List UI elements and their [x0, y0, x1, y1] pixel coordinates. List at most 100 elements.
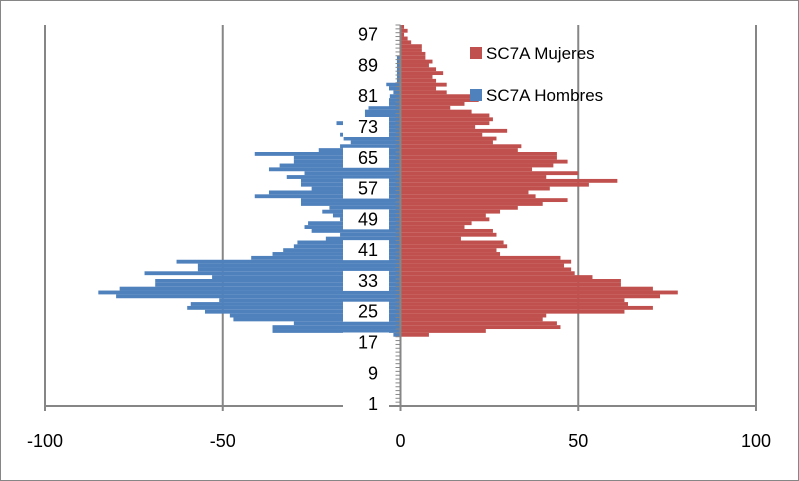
bar-hombres-age-29: [116, 294, 401, 299]
bar-mujeres-age-48: [400, 221, 472, 226]
bar-hombres-age-34: [212, 275, 401, 279]
bar-hombres-age-87: [396, 71, 401, 76]
y-tick-label-1: 1: [368, 394, 378, 414]
y-tick-label-41: 41: [358, 240, 378, 260]
y-tick-label-bg: [343, 178, 389, 199]
bar-mujeres-age-91: [400, 55, 426, 60]
bar-mujeres-age-98: [400, 28, 408, 33]
bar-mujeres-age-80: [400, 98, 479, 102]
y-tick-label-33: 33: [358, 271, 378, 291]
bar-mujeres-age-86: [400, 75, 433, 79]
x-tick-label-3: 50: [568, 431, 588, 451]
y-tick-label-97: 97: [358, 25, 378, 45]
y-tick-label-17: 17: [358, 333, 378, 353]
bar-mujeres-age-46: [400, 228, 493, 233]
bar-mujeres-age-24: [400, 313, 547, 318]
bar-hombres-age-77: [364, 109, 401, 114]
bar-mujeres-age-25: [400, 309, 625, 314]
bar-mujeres-age-67: [400, 148, 518, 152]
bar-hombres-age-69: [350, 140, 401, 145]
bar-mujeres-age-27: [400, 302, 629, 306]
y-tick-label-89: 89: [358, 55, 378, 75]
bar-hombres-age-38: [176, 259, 401, 264]
bar-mujeres-age-69: [400, 140, 493, 145]
bar-mujeres-age-92: [400, 51, 426, 56]
y-tick-label-bg: [343, 363, 389, 384]
bar-hombres-age-39: [251, 255, 401, 260]
y-tick-label-73: 73: [358, 117, 378, 137]
bar-hombres-age-55: [254, 194, 401, 199]
legend-label-mujeres: SC7A Mujeres: [486, 44, 595, 63]
bar-mujeres-age-77: [400, 109, 472, 114]
y-tick-label-65: 65: [358, 148, 378, 168]
bar-mujeres-age-33: [400, 279, 621, 283]
bar-mujeres-age-42: [400, 244, 508, 249]
bar-mujeres-age-79: [400, 101, 465, 106]
bar-mujeres-age-37: [400, 263, 565, 268]
bar-mujeres-age-64: [400, 159, 568, 164]
bar-mujeres-age-50: [400, 213, 486, 218]
bar-mujeres-age-88: [400, 67, 437, 72]
bar-mujeres-age-63: [400, 163, 554, 168]
bar-mujeres-age-55: [400, 194, 536, 199]
bar-mujeres-age-74: [400, 121, 490, 126]
y-tick-label-bg: [343, 332, 389, 353]
bar-mujeres-age-59: [400, 178, 618, 183]
bar-hombres-age-85: [396, 78, 401, 83]
bar-hombres-age-81: [389, 94, 401, 99]
bar-hombres-age-84: [386, 82, 401, 87]
bar-mujeres-age-53: [400, 202, 543, 206]
bar-hombres-age-31: [119, 286, 401, 291]
bar-hombres-age-26: [187, 305, 401, 310]
bar-mujeres-age-60: [400, 175, 547, 179]
bar-hombres-age-40: [272, 252, 401, 256]
bar-mujeres-age-56: [400, 190, 529, 195]
legend-swatch-mujeres: [470, 47, 482, 59]
bar-mujeres-age-72: [400, 128, 508, 133]
bar-hombres-age-62: [268, 167, 401, 172]
bar-hombres-age-68: [340, 144, 401, 149]
y-tick-label-bg: [343, 209, 389, 230]
y-tick-label-bg: [343, 86, 389, 107]
bar-mujeres-age-29: [400, 294, 661, 299]
bar-mujeres-age-34: [400, 275, 593, 279]
bar-hombres-age-60: [286, 175, 401, 179]
gridlines: [44, 25, 757, 406]
bar-hombres-age-76: [364, 113, 401, 118]
bar-mujeres-age-49: [400, 217, 490, 222]
bar-mujeres-age-47: [400, 225, 465, 229]
x-tick-label-1: -50: [210, 431, 236, 451]
bar-hombres-age-78: [368, 105, 401, 110]
bar-hombres-age-70: [343, 136, 401, 141]
bar-hombres-age-25: [204, 309, 401, 314]
bar-mujeres-age-31: [400, 286, 653, 291]
bar-mujeres-age-35: [400, 271, 575, 276]
bar-mujeres-age-81: [400, 94, 479, 99]
legend: SC7A Mujeres SC7A Hombres: [470, 44, 603, 105]
bar-mujeres-age-85: [400, 78, 437, 83]
bar-mujeres-age-57: [400, 186, 550, 191]
bar-mujeres-age-97: [400, 32, 405, 37]
bar-mujeres-age-45: [400, 232, 497, 237]
bar-hombres-age-19: [393, 332, 401, 337]
y-tick-label-bg: [343, 301, 389, 322]
bar-mujeres-age-43: [400, 240, 504, 245]
bar-hombres-age-63: [279, 163, 401, 168]
y-tick-label-bg: [343, 24, 389, 45]
bar-hombres-age-37: [197, 263, 401, 268]
legend-label-hombres: SC7A Hombres: [486, 86, 603, 105]
bar-mujeres-age-36: [400, 267, 572, 272]
y-tick-label-bg: [343, 147, 389, 168]
y-tick-label-81: 81: [358, 86, 378, 106]
bar-hombres-age-90: [396, 59, 401, 64]
bar-hombres-age-32: [155, 282, 401, 287]
bar-mujeres-age-83: [400, 86, 437, 91]
bar-hombres-age-52: [329, 205, 401, 210]
bar-mujeres-age-75: [400, 117, 493, 122]
bar-hombres-age-36: [197, 267, 401, 272]
bar-mujeres-age-54: [400, 198, 568, 203]
bar-hombres-age-61: [304, 171, 401, 176]
bar-hombres-age-46: [311, 228, 401, 233]
bar-mujeres-age-90: [400, 59, 433, 64]
